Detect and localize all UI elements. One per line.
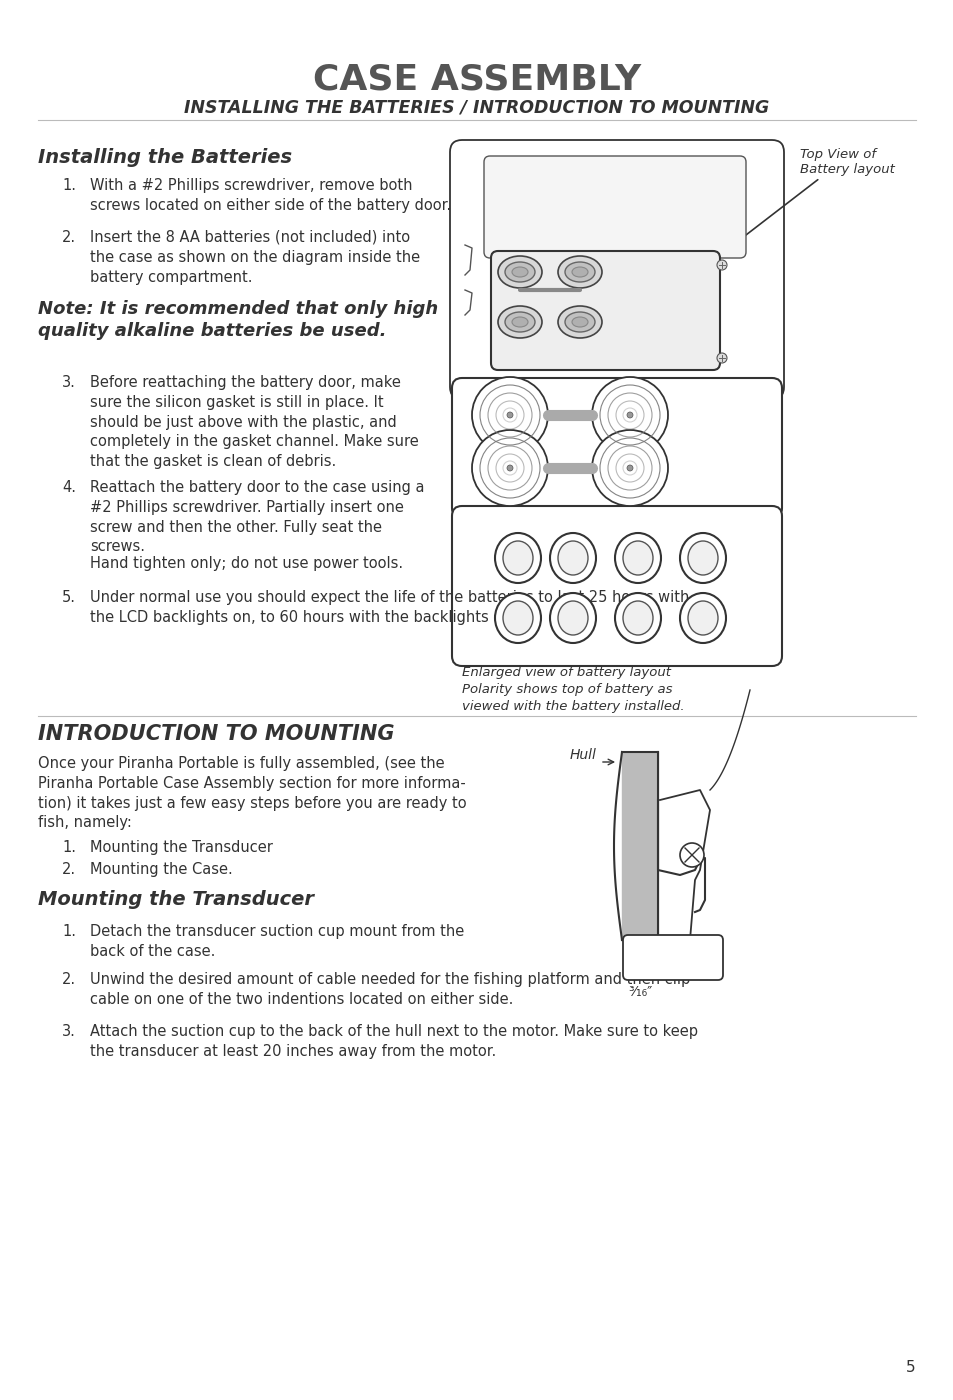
Polygon shape (621, 752, 658, 939)
Circle shape (717, 260, 726, 270)
Ellipse shape (497, 256, 541, 288)
Ellipse shape (512, 316, 527, 328)
Ellipse shape (558, 601, 587, 636)
Text: With a #2 Phillips screwdriver, remove both
screws located on either side of the: With a #2 Phillips screwdriver, remove b… (90, 178, 451, 213)
FancyBboxPatch shape (491, 251, 720, 370)
Text: Note: It is recommended that only high
quality alkaline batteries be used.: Note: It is recommended that only high q… (38, 300, 437, 340)
Text: -: - (514, 613, 521, 631)
Ellipse shape (679, 594, 725, 643)
Ellipse shape (558, 540, 587, 575)
Text: Once your Piranha Portable is fully assembled, (see the
Piranha Portable Case As: Once your Piranha Portable is fully asse… (38, 756, 466, 830)
Circle shape (592, 377, 667, 454)
Circle shape (626, 412, 633, 419)
Circle shape (679, 843, 703, 867)
Ellipse shape (687, 601, 718, 636)
Text: Top View of
Battery layout: Top View of Battery layout (800, 148, 894, 176)
Ellipse shape (615, 594, 660, 643)
FancyBboxPatch shape (452, 505, 781, 666)
Circle shape (717, 353, 726, 363)
Text: INSTALLING THE BATTERIES / INTRODUCTION TO MOUNTING: INSTALLING THE BATTERIES / INTRODUCTION … (184, 98, 769, 116)
Text: Hull: Hull (569, 748, 597, 762)
Ellipse shape (558, 256, 601, 288)
Circle shape (592, 430, 667, 505)
Ellipse shape (558, 307, 601, 337)
Text: 2.: 2. (62, 972, 76, 987)
Ellipse shape (564, 312, 595, 332)
Circle shape (626, 465, 633, 470)
Text: Insert the 8 AA batteries (not included) into
the case as shown on the diagram i: Insert the 8 AA batteries (not included)… (90, 230, 419, 284)
Text: Unwind the desired amount of cable needed for the fishing platform and then clip: Unwind the desired amount of cable neede… (90, 972, 690, 1007)
Text: +: + (564, 613, 580, 631)
Text: INTRODUCTION TO MOUNTING: INTRODUCTION TO MOUNTING (38, 724, 395, 743)
Text: Mounting the Transducer: Mounting the Transducer (90, 840, 273, 855)
Text: +: + (629, 553, 645, 571)
Text: 5.: 5. (62, 589, 76, 605)
Ellipse shape (550, 594, 596, 643)
Text: Attach the suction cup to the back of the hull next to the motor. Make sure to k: Attach the suction cup to the back of th… (90, 1023, 698, 1058)
Text: Mounting the Case.: Mounting the Case. (90, 862, 233, 876)
FancyBboxPatch shape (622, 935, 722, 980)
Text: Enlarged view of battery layout
Polarity shows top of battery as
viewed with the: Enlarged view of battery layout Polarity… (461, 666, 684, 713)
Ellipse shape (572, 267, 587, 277)
Text: 1.: 1. (62, 924, 76, 939)
Ellipse shape (572, 316, 587, 328)
Text: +: + (509, 553, 526, 571)
Text: 5: 5 (905, 1359, 915, 1375)
Ellipse shape (622, 601, 652, 636)
Ellipse shape (504, 312, 535, 332)
Text: 1.: 1. (62, 840, 76, 855)
Circle shape (472, 377, 547, 454)
Circle shape (472, 430, 547, 505)
Text: Installing the Batteries: Installing the Batteries (38, 148, 292, 167)
Text: 2.: 2. (62, 862, 76, 876)
Ellipse shape (497, 307, 541, 337)
FancyBboxPatch shape (483, 155, 745, 258)
Ellipse shape (550, 533, 596, 582)
Ellipse shape (615, 533, 660, 582)
Text: Under normal use you should expect the life of the batteries to last 25 hours wi: Under normal use you should expect the l… (90, 589, 689, 624)
Text: 3.: 3. (62, 1023, 76, 1039)
Text: +: + (694, 613, 711, 631)
Ellipse shape (622, 540, 652, 575)
Text: 2.: 2. (62, 230, 76, 245)
Ellipse shape (495, 533, 540, 582)
Ellipse shape (495, 594, 540, 643)
Text: -: - (699, 553, 706, 571)
Text: -: - (634, 613, 641, 631)
Circle shape (506, 465, 513, 470)
Text: 3.: 3. (62, 375, 76, 391)
Text: 1.: 1. (62, 178, 76, 193)
Text: 4.: 4. (62, 480, 76, 496)
Circle shape (506, 412, 513, 419)
Text: ³⁄₁₆″: ³⁄₁₆″ (627, 986, 652, 1000)
Text: Before reattaching the battery door, make
sure the silicon gasket is still in pl: Before reattaching the battery door, mak… (90, 375, 418, 469)
Ellipse shape (564, 262, 595, 281)
Ellipse shape (687, 540, 718, 575)
FancyBboxPatch shape (452, 378, 781, 518)
Ellipse shape (502, 601, 533, 636)
Ellipse shape (679, 533, 725, 582)
Ellipse shape (502, 540, 533, 575)
Text: Hand tighten only; do not use power tools.: Hand tighten only; do not use power tool… (90, 556, 403, 571)
Text: CASE ASSEMBLY: CASE ASSEMBLY (313, 62, 640, 97)
Text: Mounting the Transducer: Mounting the Transducer (38, 890, 314, 909)
FancyBboxPatch shape (450, 140, 783, 399)
Ellipse shape (504, 262, 535, 281)
Ellipse shape (512, 267, 527, 277)
Text: Reattach the battery door to the case using a
#2 Phillips screwdriver. Partially: Reattach the battery door to the case us… (90, 480, 424, 554)
Text: -: - (568, 553, 577, 571)
Text: Detach the transducer suction cup mount from the
back of the case.: Detach the transducer suction cup mount … (90, 924, 464, 959)
